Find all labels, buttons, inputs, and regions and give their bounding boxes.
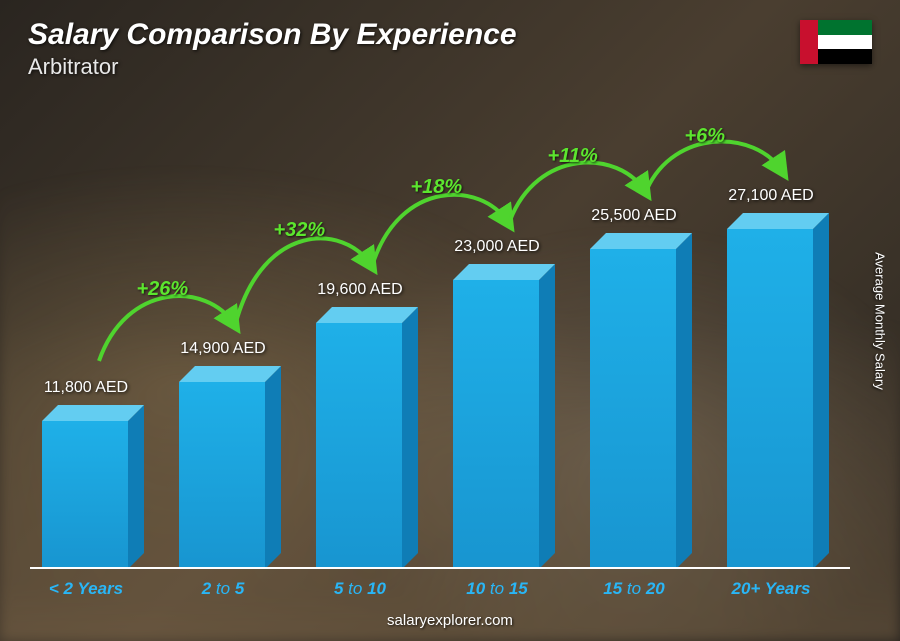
bar-category-label: 2 to 5 (153, 579, 293, 599)
bar-category-label: < 2 Years (16, 579, 156, 599)
bar-chart: 11,800 AED< 2 Years14,900 AED2 to 5+26%1… (30, 129, 850, 569)
chart-header: Salary Comparison By Experience Arbitrat… (28, 18, 517, 80)
chart-baseline (30, 567, 850, 569)
footer-attribution: salaryexplorer.com (0, 612, 900, 629)
y-axis-label: Average Monthly Salary (873, 221, 888, 421)
chart-subtitle: Arbitrator (28, 54, 517, 80)
flag-stripe-red (800, 20, 818, 64)
bar-category-label: 10 to 15 (427, 579, 567, 599)
uae-flag-icon (800, 20, 872, 64)
increase-arc: +6% (30, 129, 850, 569)
pct-increase-label: +6% (685, 125, 726, 148)
bar-category-label: 15 to 20 (564, 579, 704, 599)
chart-title: Salary Comparison By Experience (28, 18, 517, 52)
bar-category-label: 5 to 10 (290, 579, 430, 599)
bar-category-label: 20+ Years (701, 579, 841, 599)
